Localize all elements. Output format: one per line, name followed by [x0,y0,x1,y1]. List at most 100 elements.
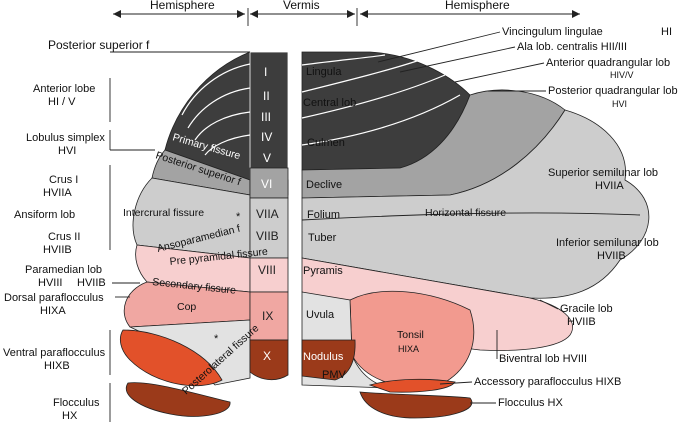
left-ventral-paraflocculus [119,329,223,387]
anterior-quadrangular-label: Anterior quadrangular lob [546,57,670,69]
lobule-I: I [264,65,267,79]
lobule-VIIB: VIIB [256,229,279,243]
arrowhead-right [347,10,355,18]
pmv-label: PMV [322,369,347,381]
leader-line [454,62,545,83]
lobule-VIIA: VIIA [256,207,279,221]
ala-label: Ala lob. centralis HII/III [517,41,627,53]
folium-label: Folium [307,209,340,221]
inferior-semilunar-code: HVIIB [597,250,626,262]
right-flocculus [359,391,473,419]
paramedian-label: Paramedian lob [25,264,102,276]
right-nodulus [301,339,356,381]
ansiform-label: Ansiform lob [14,209,75,221]
arrowhead-right [572,10,580,18]
flocculus-label: Flocculus [53,397,100,409]
vermis-ix [249,291,289,341]
dorsal-paraflocculus-code: HIXA [40,305,66,317]
folium-line [204,134,251,156]
crus2-label: Crus II [48,231,80,243]
vermis-x [249,339,289,381]
right-hemisphere: Lingula Central lob Culmen Declive Foliu… [301,51,650,419]
header: Hemisphere Vermis Hemisphere [113,0,580,26]
anterior-quadrangular-code: HIV/V [610,70,634,80]
gracile-code: HVIIB [567,316,596,328]
folium-line [301,74,446,119]
folium-line [187,87,251,129]
vincingulum-code: HI [661,26,672,38]
pyramis-label: Pyramis [303,265,343,277]
folium-line [301,94,461,146]
accessory-paraflocculus-label: Accessory paraflocculus HIXB [474,376,621,388]
dorsal-paraflocculus-label: Dorsal paraflocculus [4,292,104,304]
right-outer-labels: Vincingulum lingulae HI Ala lob. central… [377,26,678,409]
vermis-viii [249,257,289,293]
lobule-IV: IV [261,130,272,144]
horizontal-fissure-label: Horizontal fissure [425,207,506,219]
crus1-label: Crus I [49,174,78,186]
lingula-label: Lingula [306,66,342,78]
asterisk-lower: * [214,333,219,345]
left-outer-labels: Posterior superior f Anterior lobe HI / … [3,38,250,422]
horizontal-fissure-line [301,212,641,221]
lobule-II: II [263,89,270,103]
posterior-quadrangular-code: HVI [612,99,627,109]
lobulus-simplex-label: Lobulus simplex [26,132,105,144]
vermis-vii [249,197,289,259]
culmen-label: Culmen [307,137,345,149]
lobule-V: V [263,151,271,165]
vermis-label: Vermis [283,0,320,12]
ventral-paraflocculus-label: Ventral paraflocculus [3,347,106,359]
asterisk-upper: * [236,211,241,223]
leader-line [399,46,516,73]
posterior-quadrangular-label: Posterior quadrangular lob [548,85,678,97]
lobule-VIII: VIII [258,263,276,277]
anterior-lobe-code: HI / V [48,96,76,108]
vermis-column: I II III IV V VI VIIA VIIB VIII IX X [249,51,289,381]
central-lob-label: Central lob [303,97,356,109]
arrowhead-left [360,10,368,18]
arrowhead-right [237,10,245,18]
leader-line [377,31,501,63]
arrowhead-left [250,10,258,18]
lobule-X: X [263,349,271,363]
vincingulum-label: Vincingulum lingulae [502,26,603,38]
hemisphere-right-label: Hemisphere [445,0,510,12]
folium-line [301,54,386,66]
cop-label: Cop [177,301,196,313]
tuber-label: Tuber [308,232,337,244]
gracile-label: Gracile lob [560,303,613,315]
declive-label: Declive [306,179,342,191]
folium-line [301,59,421,93]
flocculus-right-label: Flocculus HX [498,397,563,409]
uvula-label: Uvula [306,309,335,321]
biventral-label: Biventral lob HVIII [499,353,587,365]
folium-line [194,111,251,141]
lobule-III: III [261,110,271,124]
hemisphere-left-label: Hemisphere [150,0,215,12]
superior-semilunar-code: HVIIA [595,180,624,192]
crus2-code: HVIIB [43,244,72,256]
lobule-VI: VI [261,177,272,191]
tonsil-label: Tonsil [397,329,424,341]
superior-semilunar-label: Superior semilunar lob [548,167,658,179]
right-accessory-paraflocculus [368,378,456,393]
lobule-IX: IX [262,309,273,323]
flocculus-code: HX [62,410,78,422]
posterior-superior-label: Posterior superior f [48,38,150,52]
intercrural-fissure-label: Intercrural fissure [123,207,204,219]
crus1-code: HVIIA [43,187,72,199]
arrowhead-left [113,10,121,18]
leader-line [439,381,473,385]
inferior-semilunar-label: Inferior semilunar lob [556,237,659,249]
lobulus-simplex-code: HVI [58,145,76,157]
folium-line [181,63,251,116]
vermis-anterior [249,51,289,181]
paramedian-code: HVIII [38,277,62,289]
left-flocculus [125,382,231,417]
right-semilunar-lobes [301,109,650,299]
tonsil-code: HIXA [398,344,419,354]
leader-line [539,299,559,310]
ventral-paraflocculus-code: HIXB [44,360,70,372]
